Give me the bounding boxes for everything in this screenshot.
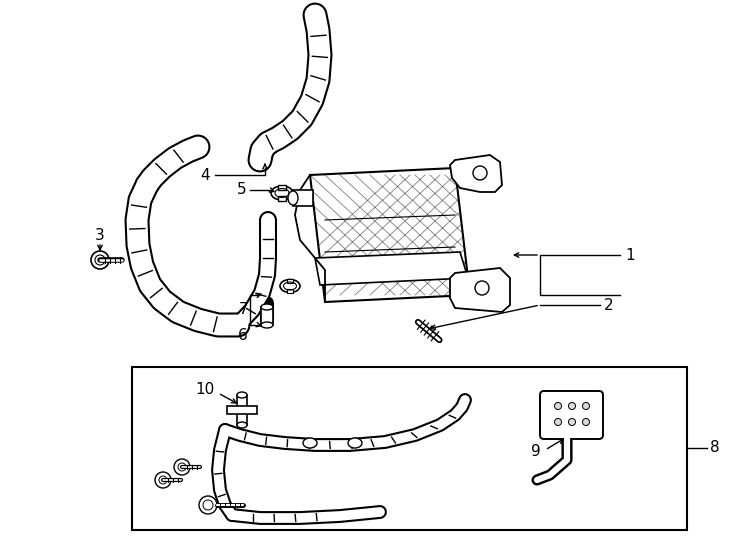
Text: 9: 9: [531, 444, 541, 460]
Text: 1: 1: [625, 247, 635, 262]
Polygon shape: [315, 252, 468, 285]
Text: 6: 6: [239, 327, 248, 342]
Circle shape: [174, 459, 190, 475]
Circle shape: [583, 418, 589, 426]
Bar: [227, 406, 257, 414]
Ellipse shape: [303, 438, 317, 448]
Circle shape: [554, 418, 562, 426]
Bar: [293, 190, 313, 206]
Ellipse shape: [261, 322, 273, 328]
Ellipse shape: [261, 304, 273, 310]
Polygon shape: [450, 268, 510, 312]
Circle shape: [199, 496, 217, 514]
Bar: [261, 307, 273, 325]
Bar: [278, 196, 286, 201]
Bar: [278, 185, 286, 190]
Bar: [237, 395, 247, 425]
Ellipse shape: [271, 186, 293, 200]
Bar: [287, 279, 293, 283]
Ellipse shape: [280, 280, 300, 293]
Text: 4: 4: [200, 167, 210, 183]
Circle shape: [569, 418, 575, 426]
Ellipse shape: [237, 392, 247, 398]
Bar: [132, 367, 687, 530]
Text: 10: 10: [196, 382, 215, 397]
Text: 5: 5: [236, 183, 246, 198]
Circle shape: [554, 402, 562, 409]
Circle shape: [583, 402, 589, 409]
Circle shape: [473, 166, 487, 180]
Text: 3: 3: [95, 227, 105, 242]
Polygon shape: [450, 155, 502, 192]
Circle shape: [569, 402, 575, 409]
FancyBboxPatch shape: [540, 391, 603, 439]
Text: 7: 7: [239, 302, 248, 318]
Ellipse shape: [288, 191, 298, 205]
Ellipse shape: [348, 438, 362, 448]
Ellipse shape: [237, 422, 247, 428]
Circle shape: [91, 251, 109, 269]
Text: 8: 8: [710, 441, 719, 456]
Circle shape: [155, 472, 171, 488]
Bar: [287, 289, 293, 293]
Circle shape: [475, 281, 489, 295]
Text: 2: 2: [604, 298, 614, 313]
Polygon shape: [310, 168, 470, 302]
